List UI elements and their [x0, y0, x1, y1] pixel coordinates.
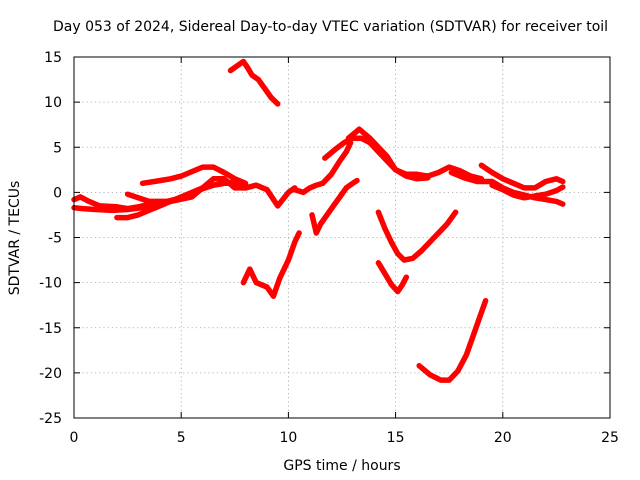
x-tick-label: 10	[279, 430, 297, 446]
y-tick-label: -15	[39, 321, 62, 337]
series-arc-12	[375, 209, 459, 263]
series-arc-8	[292, 139, 354, 196]
y-tick-label: -25	[39, 411, 62, 427]
series-arc-13	[375, 260, 410, 295]
grid	[74, 57, 610, 418]
series-arc-5	[124, 176, 298, 209]
series-arc-9	[309, 177, 360, 236]
y-tick-label: 5	[53, 140, 62, 156]
chart-title: Day 053 of 2024, Sidereal Day-to-day VTE…	[53, 19, 608, 35]
series-arc-7	[240, 230, 302, 299]
tick-layer: 0 5 10 15 20 25 15 10 5 0 -5 -10 -15 -20 -25	[39, 50, 619, 446]
y-tick-label: -10	[39, 276, 62, 292]
y-tick-label: -20	[39, 366, 62, 382]
y-axis-label: SDTVAR / TECUs	[7, 181, 23, 296]
series-arc-17	[489, 182, 566, 201]
x-tick-label: 25	[601, 430, 619, 446]
x-tick-label: 15	[387, 430, 405, 446]
y-tick-label: -5	[48, 231, 62, 247]
series-arc-6	[227, 58, 281, 107]
series-arc-4	[139, 164, 249, 187]
series-layer	[71, 58, 566, 383]
y-tick-label: 10	[44, 95, 62, 111]
x-tick-label: 0	[70, 430, 79, 446]
series-arc-14	[416, 297, 489, 383]
x-tick-label: 5	[177, 430, 186, 446]
x-axis-label: GPS time / hours	[283, 458, 400, 474]
y-tick-label: 0	[53, 185, 62, 201]
series-arc-16	[478, 162, 566, 191]
series-arc-15	[448, 169, 566, 207]
series-arc-11	[345, 126, 485, 182]
x-tick-label: 20	[494, 430, 512, 446]
y-tick-label: 15	[44, 50, 62, 66]
